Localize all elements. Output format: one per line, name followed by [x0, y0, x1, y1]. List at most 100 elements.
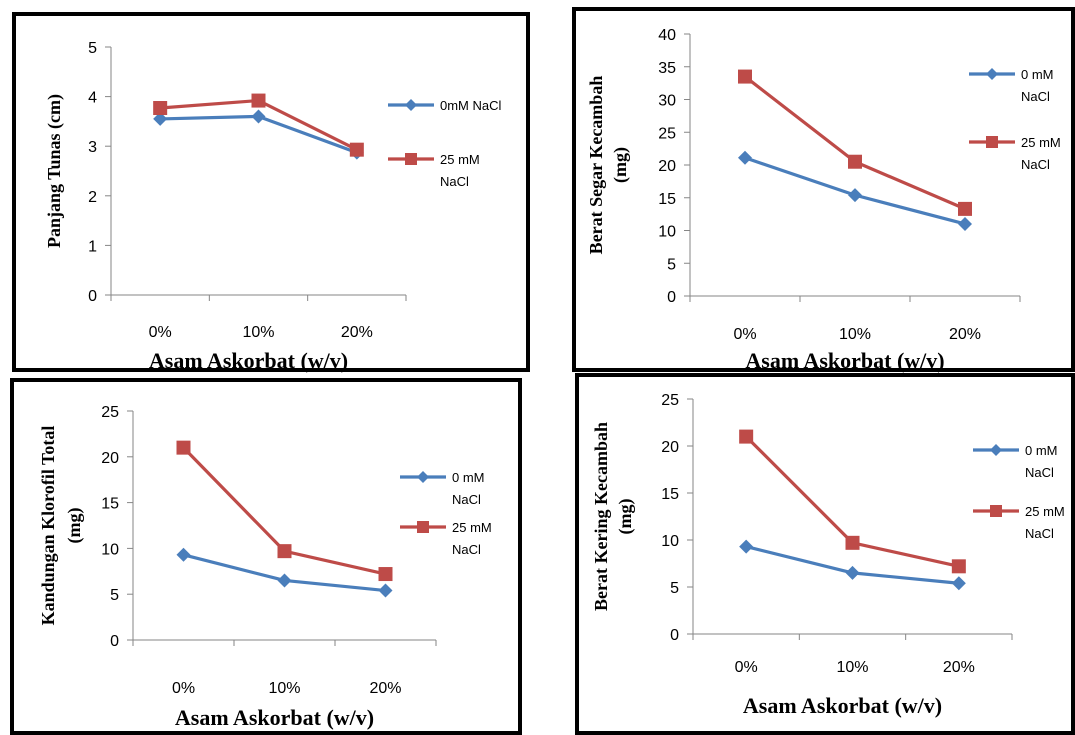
data-point-square [958, 201, 972, 216]
y-tick-label: 5 [670, 580, 679, 597]
y-tick-label: 40 [658, 27, 676, 44]
data-point-square [739, 429, 754, 444]
legend-label: NaCl [440, 174, 469, 189]
data-point-square [986, 136, 998, 148]
x-axis-title: Asam Askorbat (w/v) [745, 348, 944, 373]
x-tick-label: 10% [268, 680, 300, 697]
data-point-diamond [986, 68, 998, 80]
y-tick-label: 20 [658, 158, 676, 175]
y-tick-label: 2 [88, 189, 97, 206]
data-point-diamond [739, 539, 754, 554]
data-point-diamond [277, 573, 292, 588]
y-axis-title: Kandungan Klorofil Total [38, 426, 58, 626]
y-tick-label: 5 [667, 256, 676, 273]
y-axis-title: (mg) [64, 508, 85, 544]
data-point-square [378, 567, 393, 582]
y-tick-label: 5 [110, 587, 119, 604]
data-point-diamond [251, 109, 266, 124]
chart-svg: 0 5 10 15 20 25 30 35 40 0% 10% 20% Asam Askorbat (w… [586, 27, 1061, 373]
y-axis-title: Berat Segar Kecambah [586, 76, 606, 255]
y-tick-label: 0 [110, 633, 119, 650]
y-axis-title: (mg) [610, 147, 631, 183]
data-point-square [176, 440, 191, 455]
y-axis-title: Berat Kering Kecambah [591, 422, 611, 611]
x-axis-title: Asam Askorbat (w/v) [175, 705, 374, 730]
x-tick-label: 0% [149, 324, 172, 341]
data-point-square [845, 535, 860, 550]
chart-svg: 0 5 10 15 20 25 0% 10% 20%Asam Askorbat (w/v) Ber… [591, 392, 1065, 718]
x-tick-label: 0% [172, 680, 195, 697]
y-tick-label: 0 [670, 627, 679, 644]
y-tick-label: 25 [101, 404, 119, 421]
y-tick-label: 20 [101, 450, 119, 467]
chart-svg: 0 5 10 15 20 25 0% 10% 20% Asam Askorbat (w/v) Kan… [38, 404, 492, 730]
legend-label: NaCl [452, 542, 481, 557]
chart-panel-dry-weight: 0 5 10 15 20 25 0% 10% 20% Asam Askorbat (w/v) Ber… [575, 373, 1075, 735]
y-tick-label: 0 [667, 289, 676, 306]
y-tick-label: 25 [658, 125, 676, 142]
y-tick-label: 3 [88, 139, 97, 156]
legend-label: NaCl [1025, 465, 1054, 480]
legend-label: 0 mM [1025, 443, 1058, 458]
legend-label: 0 mM [1021, 67, 1054, 82]
y-tick-label: 20 [661, 439, 679, 456]
data-point-diamond [405, 99, 417, 111]
legend-label: 25 mM [1025, 504, 1065, 519]
data-point-square [405, 153, 417, 165]
legend-label: 25 mM [440, 152, 480, 167]
y-tick-label: 5 [88, 40, 97, 57]
y-tick-label: 10 [101, 541, 119, 558]
legend-label: 0mM NaCl [440, 98, 502, 113]
legend-label: 25 mM [1021, 135, 1061, 150]
y-tick-label: 15 [661, 486, 679, 503]
x-tick-label: 20% [943, 659, 975, 676]
legend-label: 25 mM [452, 520, 492, 535]
data-point-diamond [845, 565, 860, 580]
y-tick-label: 0 [88, 288, 97, 305]
chart-panel-fresh-weight: 0 5 10 15 20 25 30 35 40 0% 10% 20% Asam Askorbat (w… [572, 7, 1075, 373]
data-point-diamond [990, 444, 1002, 456]
legend-label: NaCl [1021, 157, 1050, 172]
data-point-square [251, 93, 266, 108]
y-tick-label: 1 [88, 238, 97, 255]
y-axis-title: Panjang Tunas (cm) [44, 94, 65, 248]
y-tick-label: 35 [658, 60, 676, 77]
data-point-square [417, 521, 429, 533]
data-point-square [349, 142, 364, 157]
x-tick-label: 10% [836, 659, 868, 676]
y-tick-label: 15 [658, 191, 676, 208]
legend-label: NaCl [452, 492, 481, 507]
chart-svg: 0 1 2 3 4 5 0% 10% 20% Asam Askorbat (w/v) Panjang… [44, 40, 502, 373]
legend-label: NaCl [1025, 526, 1054, 541]
x-tick-label: 0% [733, 326, 756, 343]
y-tick-label: 30 [658, 93, 676, 110]
data-point-diamond [417, 471, 429, 483]
data-point-square [277, 544, 292, 559]
y-tick-label: 10 [661, 533, 679, 550]
data-point-diamond [176, 547, 191, 562]
data-point-diamond [951, 576, 966, 591]
data-point-square [738, 69, 752, 84]
data-point-square [153, 101, 168, 116]
y-tick-label: 4 [88, 90, 97, 107]
data-point-diamond [378, 583, 393, 598]
data-point-square [951, 559, 966, 574]
data-point-square [990, 505, 1002, 517]
data-point-diamond [848, 188, 862, 203]
x-tick-label: 20% [341, 324, 373, 341]
legend-label: 0 mM [452, 470, 485, 485]
x-tick-label: 10% [242, 324, 274, 341]
legend-label: NaCl [1021, 89, 1050, 104]
y-tick-label: 15 [101, 496, 119, 513]
x-tick-label: 20% [949, 326, 981, 343]
y-tick-label: 10 [658, 224, 676, 241]
x-axis-title: Asam Askorbat (w/v) [743, 693, 942, 718]
y-axis-title: (mg) [615, 499, 636, 535]
data-point-diamond [958, 216, 972, 231]
data-point-diamond [153, 111, 168, 126]
y-tick-label: 25 [661, 392, 679, 409]
x-tick-label: 10% [839, 326, 871, 343]
data-point-square [848, 154, 862, 169]
chart-panel-total-chlorophyll: 0 5 10 15 20 25 0% 10% 20% Asam Askorbat (w/v) Kan… [10, 378, 522, 735]
x-axis-title: Asam Askorbat (w/v) [149, 348, 348, 373]
